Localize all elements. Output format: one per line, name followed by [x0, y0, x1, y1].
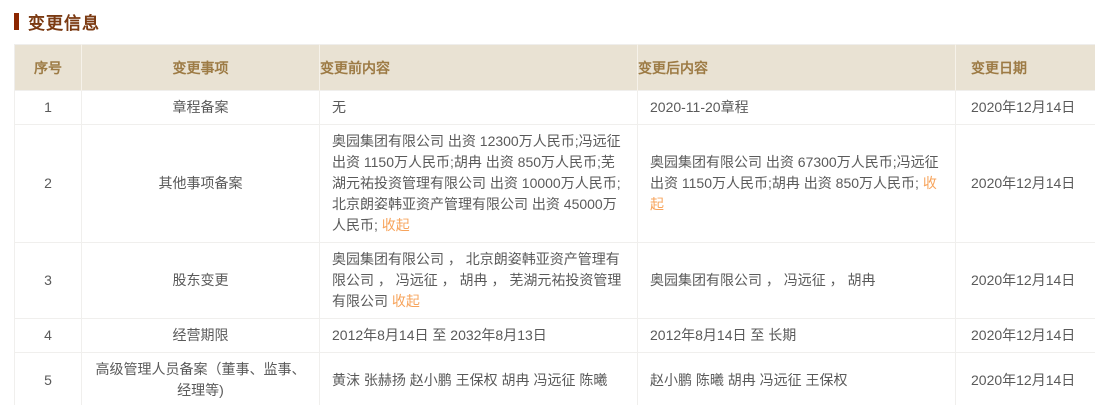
cell-change-date: 2020年12月14日 — [955, 90, 1095, 125]
cell-serial-number: 5 — [14, 352, 82, 405]
cell-change-item: 股东变更 — [81, 242, 320, 319]
table-header-row: 序号 变更事项 变更前内容 变更后内容 变更日期 — [14, 44, 1095, 91]
collapse-link[interactable]: 收起 — [650, 175, 937, 212]
table-row: 4 经营期限 2012年8月14日 至 2032年8月13日 2012年8月14日 至… — [14, 318, 1095, 353]
cell-serial-number: 2 — [14, 124, 82, 243]
cell-after-content: 2020-11-20章程 — [637, 90, 956, 125]
change-info-table: 序号 变更事项 变更前内容 变更后内容 变更日期 1 章程备案无 2020-11-2… — [14, 44, 1095, 405]
section-title: 变更信息 — [28, 13, 100, 33]
cell-before-content: 奥园集团有限公司 出资 12300万人民币;冯远征 出资 1150万人民币;胡冉… — [319, 124, 638, 243]
table-row: 2 其他事项备案 奥园集团有限公司 出资 12300万人民币;冯远征 出资 1150… — [14, 124, 1095, 243]
cell-change-item: 章程备案 — [81, 90, 320, 125]
table-row: 5 高级管理人员备案（董事、监事、经理等) 黄沫 张赫扬 赵小鹏 王保权 胡冉 冯远… — [14, 352, 1095, 405]
col-header-change-date: 变更日期 — [955, 44, 1095, 91]
section-header: 变更信息 — [14, 10, 1081, 33]
collapse-link[interactable]: 收起 — [381, 217, 410, 233]
cell-change-item: 经营期限 — [81, 318, 320, 353]
cell-after-content: 奥园集团有限公司 ， 冯远征 ， 胡冉 — [637, 242, 956, 319]
cell-serial-number: 3 — [14, 242, 82, 319]
col-header-before-content: 变更前内容 — [319, 44, 638, 91]
cell-before-content: 黄沫 张赫扬 赵小鹏 王保权 胡冉 冯远征 陈曦 — [319, 352, 638, 405]
collapse-link[interactable]: 收起 — [391, 293, 420, 309]
cell-after-content: 奥园集团有限公司 出资 67300万人民币;冯远征 出资 1150万人民币;胡冉… — [637, 124, 956, 243]
cell-change-date: 2020年12月14日 — [955, 124, 1095, 243]
col-header-after-content: 变更后内容 — [637, 44, 956, 91]
cell-after-content: 赵小鹏 陈曦 胡冉 冯远征 王保权 — [637, 352, 956, 405]
cell-before-content: 无 — [319, 90, 638, 125]
cell-serial-number: 4 — [14, 318, 82, 353]
col-header-serial-number: 序号 — [14, 44, 82, 91]
table-row: 3 股东变更 奥园集团有限公司 ， 北京朗姿韩亚资产管理有限公司 ， 冯远征 ， 胡… — [14, 242, 1095, 319]
cell-serial-number: 1 — [14, 90, 82, 125]
cell-change-date: 2020年12月14日 — [955, 318, 1095, 353]
cell-after-content: 2012年8月14日 至 长期 — [637, 318, 956, 353]
cell-before-content: 奥园集团有限公司 ， 北京朗姿韩亚资产管理有限公司 ， 冯远征 ， 胡冉 ， 芜… — [319, 242, 638, 319]
cell-before-content: 2012年8月14日 至 2032年8月13日 — [319, 318, 638, 353]
cell-change-item: 高级管理人员备案（董事、监事、经理等) — [81, 352, 320, 405]
col-header-change-item: 变更事项 — [81, 44, 320, 91]
cell-change-date: 2020年12月14日 — [955, 242, 1095, 319]
title-accent-bar — [14, 12, 19, 30]
cell-change-item: 其他事项备案 — [81, 124, 320, 243]
cell-change-date: 2020年12月14日 — [955, 352, 1095, 405]
table-row: 1 章程备案无 2020-11-20章程 2020年12月14日 — [14, 90, 1095, 125]
